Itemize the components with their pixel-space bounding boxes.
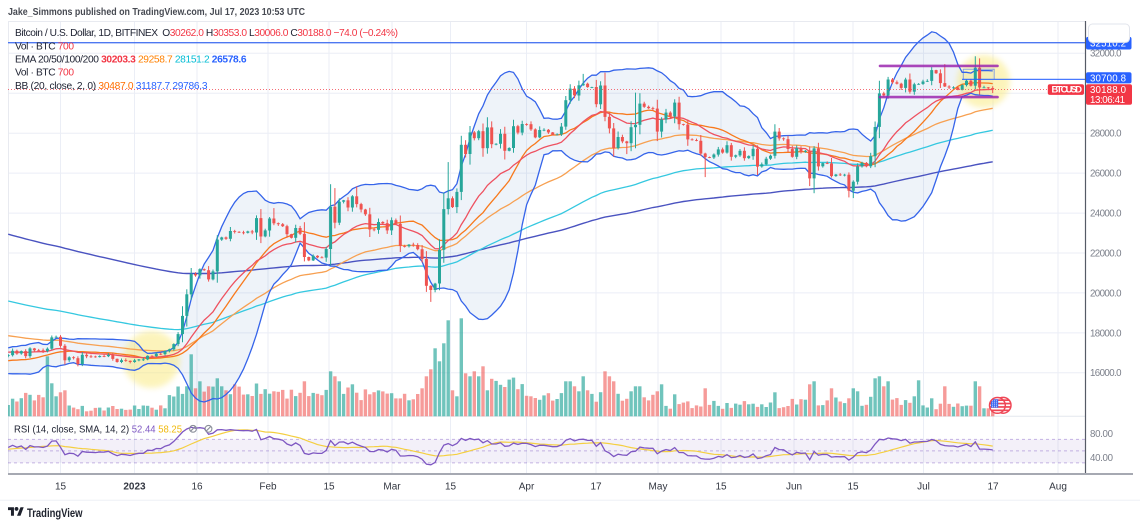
svg-text:15: 15 <box>847 482 859 493</box>
svg-text:15: 15 <box>445 482 457 493</box>
svg-text:28000.0: 28000.0 <box>1090 129 1122 140</box>
svg-text:Jul: Jul <box>917 482 930 493</box>
svg-text:RSI (14, close, SMA, 14, 2) 52: RSI (14, close, SMA, 14, 2) 52.44 58.25 <box>14 424 182 435</box>
svg-text:24000.0: 24000.0 <box>1090 209 1122 220</box>
svg-text:16000.0: 16000.0 <box>1090 368 1122 379</box>
svg-text:17: 17 <box>590 482 602 493</box>
svg-text:Mar: Mar <box>383 482 401 493</box>
svg-text:Vol · BTC 700: Vol · BTC 700 <box>15 68 74 79</box>
svg-text:Apr: Apr <box>519 482 535 493</box>
svg-text:32510.2: 32510.2 <box>1090 39 1126 50</box>
svg-text:2023: 2023 <box>123 482 146 493</box>
svg-text:18000.0: 18000.0 <box>1090 328 1122 339</box>
svg-text:30188.0: 30188.0 <box>1090 85 1127 96</box>
svg-text:30700.8: 30700.8 <box>1090 73 1126 84</box>
svg-text:15: 15 <box>715 482 727 493</box>
svg-text:13:06:41: 13:06:41 <box>1090 95 1125 106</box>
svg-text:Aug: Aug <box>1049 482 1067 493</box>
svg-text:Vol · BTC 700: Vol · BTC 700 <box>15 41 74 52</box>
svg-text:20000.0: 20000.0 <box>1090 288 1122 299</box>
svg-text:EMA 20/50/100/200 30203.3 2925: EMA 20/50/100/200 30203.3 29258.7 28151.… <box>15 55 247 66</box>
svg-text:May: May <box>649 482 668 493</box>
svg-text:17: 17 <box>987 482 999 493</box>
svg-text:26000.0: 26000.0 <box>1090 169 1122 180</box>
svg-text:16: 16 <box>191 482 203 493</box>
svg-text:15: 15 <box>323 482 335 493</box>
svg-text:40.00: 40.00 <box>1090 453 1114 464</box>
svg-text:Feb: Feb <box>259 482 277 493</box>
svg-text:Jake_Simmons published on Trad: Jake_Simmons published on TradingView.co… <box>8 7 306 18</box>
svg-text:22000.0: 22000.0 <box>1090 248 1122 259</box>
svg-text:80.00: 80.00 <box>1090 429 1114 440</box>
svg-text:32000.0: 32000.0 <box>1090 49 1122 60</box>
svg-text:BTCUSD: BTCUSD <box>1052 84 1083 95</box>
svg-text:15: 15 <box>55 482 67 493</box>
svg-text:BB (20, close, 2, 0) 30487.0 3: BB (20, close, 2, 0) 30487.0 31187.7 297… <box>15 81 208 92</box>
svg-text:TradingView: TradingView <box>27 506 83 520</box>
svg-text:Bitcoin / U.S. Dollar, 1D, BIT: Bitcoin / U.S. Dollar, 1D, BITFINEX O302… <box>15 28 398 39</box>
svg-text:Jun: Jun <box>786 482 802 493</box>
